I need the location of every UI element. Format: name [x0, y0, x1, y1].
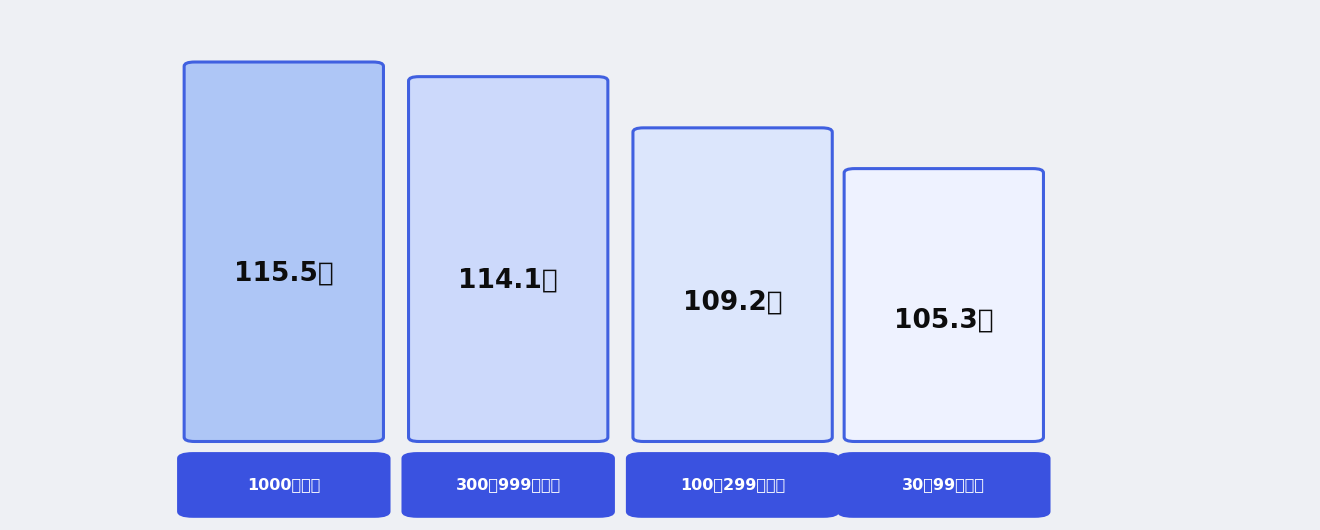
FancyBboxPatch shape — [634, 128, 833, 441]
FancyBboxPatch shape — [401, 452, 615, 518]
FancyBboxPatch shape — [409, 77, 607, 441]
FancyBboxPatch shape — [177, 452, 391, 518]
FancyBboxPatch shape — [183, 62, 383, 441]
Text: 115.5日: 115.5日 — [234, 261, 334, 287]
Text: 30〜99人以上: 30〜99人以上 — [903, 478, 985, 492]
Text: 1000人以上: 1000人以上 — [247, 478, 321, 492]
Text: 109.2日: 109.2日 — [682, 290, 783, 316]
FancyBboxPatch shape — [626, 452, 840, 518]
FancyBboxPatch shape — [845, 169, 1043, 441]
Text: 100〜299人以上: 100〜299人以上 — [680, 478, 785, 492]
Text: 114.1日: 114.1日 — [458, 268, 558, 294]
Text: 105.3日: 105.3日 — [894, 308, 994, 334]
Text: 300〜999人以上: 300〜999人以上 — [455, 478, 561, 492]
FancyBboxPatch shape — [837, 452, 1051, 518]
